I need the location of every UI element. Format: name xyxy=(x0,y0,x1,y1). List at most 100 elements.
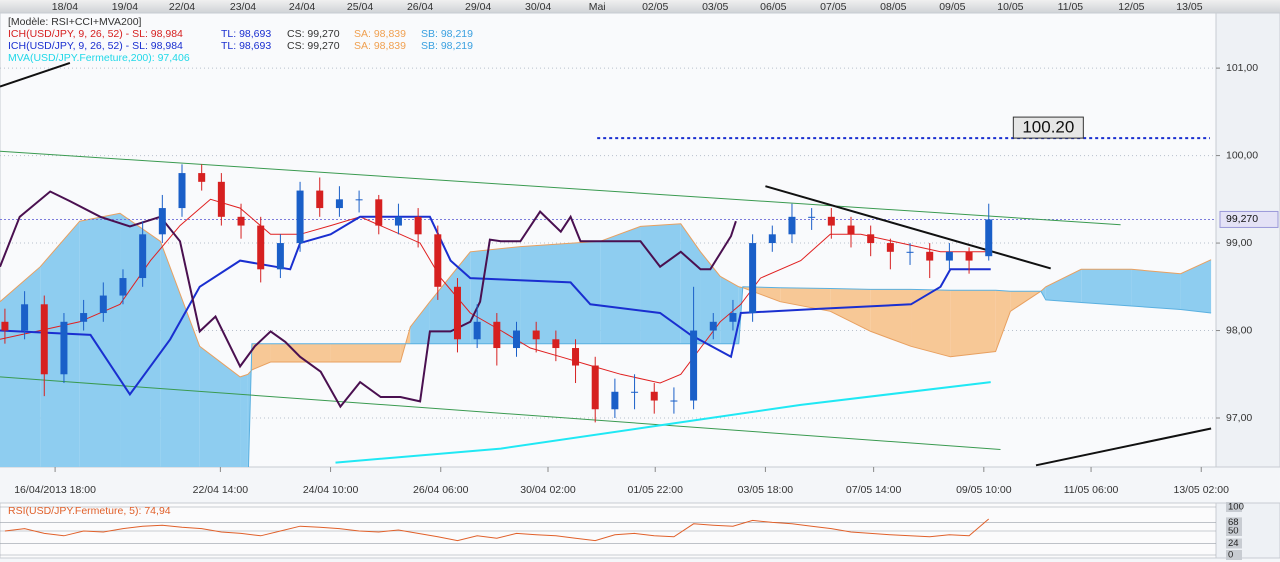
x-tick-label: 26/04 06:00 xyxy=(413,484,469,496)
legend-entry: TL: 98,693 xyxy=(221,28,271,40)
top-date-label: 06/05 xyxy=(760,1,786,13)
y-tick-label: 100,00 xyxy=(1226,149,1258,161)
candle-body xyxy=(355,199,363,201)
rsi-tick-label: 0 xyxy=(1228,550,1233,561)
candle-body xyxy=(965,251,973,261)
candle-body xyxy=(217,181,225,217)
top-date-label: 13/05 xyxy=(1176,1,1202,13)
candle-body xyxy=(394,216,402,226)
rsi-axis-area xyxy=(1215,502,1280,559)
rsi-tick-label: 24 xyxy=(1228,538,1239,549)
candle-body xyxy=(808,216,816,218)
candle-body xyxy=(375,199,383,226)
candle-body xyxy=(572,348,580,366)
rsi-layer xyxy=(0,506,1216,556)
indicator-line xyxy=(335,381,991,464)
cloud-segment xyxy=(199,346,241,467)
candle-body xyxy=(552,339,560,349)
candle-body xyxy=(827,216,835,226)
candle-body xyxy=(434,234,442,287)
cloud-segment xyxy=(120,213,161,467)
top-date-label: 12/05 xyxy=(1118,1,1144,13)
y-tick-label: 99,00 xyxy=(1226,237,1252,249)
candle-body xyxy=(532,330,540,340)
cloud-segment xyxy=(680,223,701,344)
cloud-segment xyxy=(700,251,721,344)
candle-body xyxy=(631,391,639,393)
candle-body xyxy=(886,243,894,252)
legend-entry: SA: 98,839 xyxy=(354,40,406,52)
candle-body xyxy=(276,243,284,270)
candle-body xyxy=(198,173,206,182)
candle-body xyxy=(867,234,875,244)
candle-body xyxy=(493,321,501,349)
cloud-segment xyxy=(950,290,996,357)
indicator-line xyxy=(0,150,1121,226)
y-tick-label: 101,00 xyxy=(1226,62,1258,74)
top-date-label: 02/05 xyxy=(642,1,668,13)
plot-layer xyxy=(0,61,1216,467)
cloud-segment xyxy=(520,241,601,344)
top-date-label: 19/04 xyxy=(112,1,138,13)
cloud-segment xyxy=(79,213,121,467)
rsi-tick-label: 68 xyxy=(1228,517,1239,528)
legend-entry: CS: 99,270 xyxy=(287,28,340,40)
top-date-label: 10/05 xyxy=(997,1,1023,13)
candle-body xyxy=(591,365,599,410)
rsi-tick-box xyxy=(1226,550,1242,560)
cloud-segment xyxy=(270,343,331,363)
candle-body xyxy=(1,321,9,331)
top-date-label: 22/04 xyxy=(169,1,195,13)
candle-body xyxy=(906,251,914,253)
last-price-box xyxy=(1219,210,1279,228)
indicator-line xyxy=(0,376,1001,450)
candle-body xyxy=(453,286,461,340)
legend-entry: SB: 98,219 xyxy=(421,28,473,40)
top-date-label: 07/05 xyxy=(820,1,846,13)
candle-body xyxy=(139,234,147,279)
candle-body xyxy=(709,321,717,331)
legend-entry: TL: 98,693 xyxy=(221,40,271,52)
last-price-label: 99,270 xyxy=(1226,213,1258,225)
span-a-line xyxy=(0,212,1212,378)
cloud-segment xyxy=(1180,259,1212,314)
top-date-label: 24/04 xyxy=(289,1,315,13)
candle-body xyxy=(178,173,186,209)
cloud-segment xyxy=(830,288,871,332)
cloud-segment xyxy=(870,289,912,347)
rsi-tick-label: 100 xyxy=(1228,502,1244,513)
x-tick-label: 03/05 18:00 xyxy=(738,484,794,496)
rsi-tick-box xyxy=(1226,517,1242,528)
candle-body xyxy=(749,243,757,314)
legend-entry: MVA(USD/JPY.Fermeture,200): 97,406 xyxy=(8,52,190,64)
y-tick-label: 98,00 xyxy=(1226,324,1252,336)
x-tick-label: 09/05 10:00 xyxy=(956,484,1012,496)
cloud-segment xyxy=(160,241,200,467)
top-date-label: 30/04 xyxy=(525,1,551,13)
candle-body xyxy=(99,295,107,314)
span-b-line xyxy=(247,286,1212,467)
x-tick-label: 16/04/2013 18:00 xyxy=(14,484,96,496)
candle-body xyxy=(847,225,855,235)
candle-body xyxy=(513,330,521,349)
rsi-tick-label: 50 xyxy=(1228,526,1239,537)
legend-entry: SB: 98,219 xyxy=(421,40,473,52)
candle-body xyxy=(788,216,796,235)
date-bar xyxy=(0,0,1280,13)
candle-body xyxy=(316,190,324,209)
x-tick-label: 07/05 14:00 xyxy=(846,484,902,496)
cloud-segment xyxy=(330,343,401,363)
candle-body xyxy=(21,304,29,331)
cloud-segment xyxy=(1040,286,1046,300)
level-label: 100.20 xyxy=(1022,118,1074,137)
top-date-label: Mai xyxy=(589,1,606,13)
level-label-box xyxy=(1012,116,1084,139)
cloud-segment xyxy=(0,266,41,467)
candle-body xyxy=(650,391,658,401)
candle-body xyxy=(237,216,245,226)
candle-body xyxy=(80,313,88,322)
indicator-line xyxy=(1035,427,1212,467)
top-date-label: 25/04 xyxy=(347,1,373,13)
x-tick-label: 13/05 02:00 xyxy=(1174,484,1230,496)
